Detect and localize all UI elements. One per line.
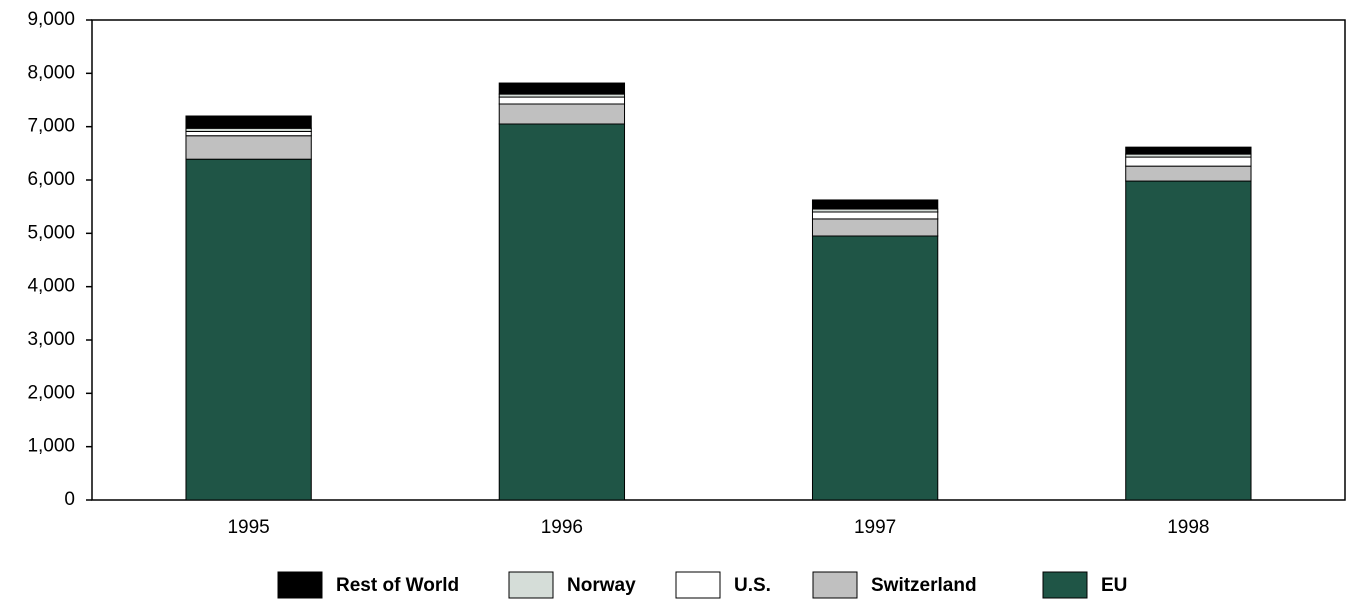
legend-label: Norway — [567, 575, 636, 596]
y-tick-label: 2,000 — [27, 382, 75, 403]
bar-segment — [811, 235, 939, 501]
legend-label: Rest of World — [336, 575, 459, 596]
bar-segment — [185, 130, 312, 137]
y-tick-label: 1,000 — [27, 436, 75, 457]
x-tick-label: 1998 — [1167, 517, 1209, 538]
x-tick-label: 1995 — [227, 517, 269, 538]
bar-segment — [185, 158, 312, 501]
y-tick-label: 6,000 — [27, 169, 75, 190]
legend-label: U.S. — [734, 575, 771, 596]
legend-swatch — [812, 571, 858, 599]
plot-frame — [91, 19, 1346, 501]
legend-swatch — [277, 571, 323, 599]
y-tick-label: 9,000 — [27, 9, 75, 30]
legend-label: EU — [1101, 575, 1127, 596]
y-tick-label: 4,000 — [27, 276, 75, 297]
bar-segment — [185, 135, 312, 160]
x-tick-label: 1996 — [541, 517, 583, 538]
bar-segment — [1125, 146, 1252, 155]
legend-swatch — [1042, 571, 1088, 599]
bar-segment — [498, 103, 626, 125]
y-tick-label: 0 — [64, 489, 75, 510]
bar-segment — [498, 123, 626, 501]
bar-segment — [811, 199, 939, 210]
bar-segment — [1125, 165, 1252, 182]
bar-segment — [1125, 180, 1252, 501]
bar-segment — [498, 82, 626, 95]
y-tick-label: 8,000 — [27, 62, 75, 83]
bar-segment — [1125, 156, 1252, 167]
bar-segment — [185, 115, 312, 129]
legend-swatch — [675, 571, 721, 599]
x-tick-label: 1997 — [854, 517, 896, 538]
y-tick-label: 3,000 — [27, 329, 75, 350]
y-tick-label: 7,000 — [27, 116, 75, 137]
bar-segment — [811, 218, 939, 237]
legend-swatch — [508, 571, 554, 599]
y-tick-label: 5,000 — [27, 222, 75, 243]
legend-label: Switzerland — [871, 575, 977, 596]
bar-segment — [811, 211, 939, 220]
bar-segment — [498, 96, 626, 105]
